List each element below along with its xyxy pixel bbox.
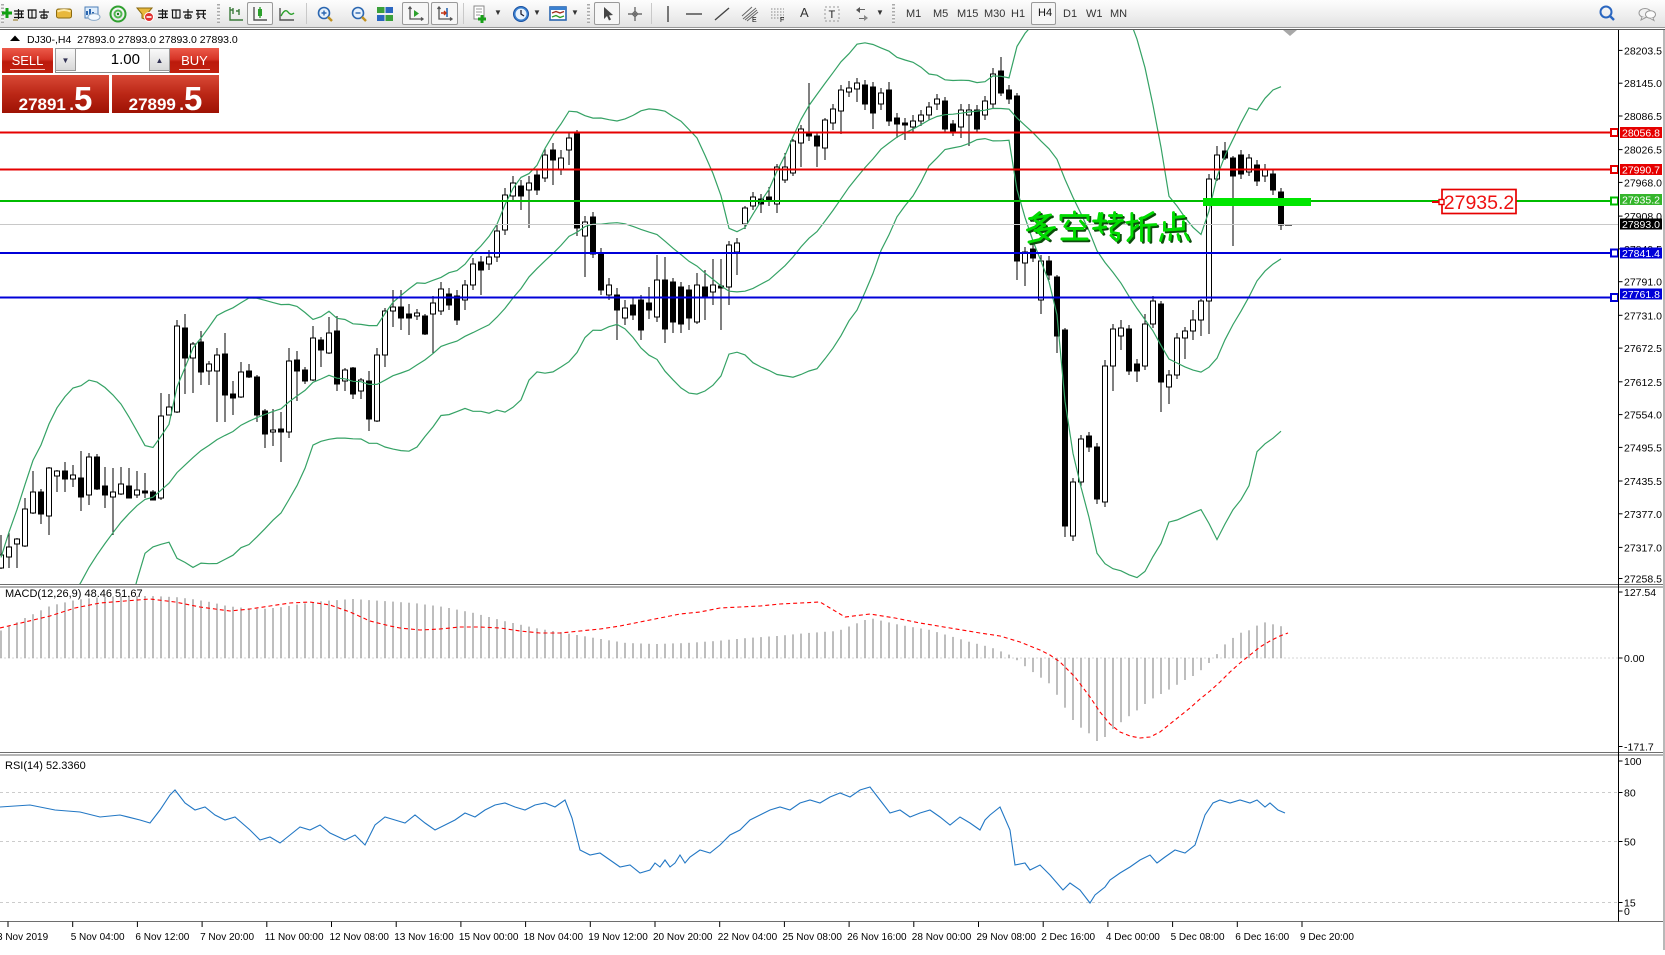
svg-text:27893.0: 27893.0 — [1622, 219, 1660, 231]
svg-text:11 Nov 00:00: 11 Nov 00:00 — [265, 932, 324, 943]
svg-text:80: 80 — [1624, 788, 1636, 800]
svg-text:27990.7: 27990.7 — [1622, 165, 1660, 177]
svg-text:5 Dec 08:00: 5 Dec 08:00 — [1171, 932, 1225, 943]
svg-text:27791.0: 27791.0 — [1624, 277, 1662, 289]
svg-text:18 Nov 04:00: 18 Nov 04:00 — [524, 932, 584, 943]
svg-text:25 Nov 08:00: 25 Nov 08:00 — [782, 932, 842, 943]
svg-text:15 Nov 00:00: 15 Nov 00:00 — [459, 932, 519, 943]
svg-text:27935.2: 27935.2 — [1444, 192, 1515, 214]
svg-text:27554.0: 27554.0 — [1624, 410, 1662, 422]
svg-text:100: 100 — [1624, 756, 1642, 768]
svg-text:F: F — [780, 17, 784, 24]
svg-text:27672.5: 27672.5 — [1624, 343, 1662, 355]
svg-text:2 Dec 16:00: 2 Dec 16:00 — [1041, 932, 1095, 943]
svg-text:27435.5: 27435.5 — [1624, 476, 1662, 488]
svg-text:27761.8: 27761.8 — [1622, 289, 1660, 301]
svg-text:0: 0 — [1624, 906, 1630, 918]
svg-text:T: T — [829, 9, 836, 21]
svg-text:27495.5: 27495.5 — [1624, 442, 1662, 454]
svg-text:6 Dec 16:00: 6 Dec 16:00 — [1235, 932, 1289, 943]
svg-text:9 Dec 20:00: 9 Dec 20:00 — [1300, 932, 1354, 943]
svg-text:50: 50 — [1624, 837, 1636, 849]
svg-text:27317.0: 27317.0 — [1624, 542, 1662, 554]
svg-text:19 Nov 12:00: 19 Nov 12:00 — [588, 932, 648, 943]
svg-text:27935.2: 27935.2 — [1622, 195, 1660, 207]
svg-text:12 Nov 08:00: 12 Nov 08:00 — [330, 932, 390, 943]
svg-text:28086.5: 28086.5 — [1624, 111, 1662, 123]
svg-text:22 Nov 04:00: 22 Nov 04:00 — [718, 932, 778, 943]
svg-text:27731.0: 27731.0 — [1624, 310, 1662, 322]
svg-text:27377.0: 27377.0 — [1624, 509, 1662, 521]
svg-text:7 Nov 20:00: 7 Nov 20:00 — [200, 932, 254, 943]
svg-text:6 Nov 12:00: 6 Nov 12:00 — [135, 932, 189, 943]
svg-text:28026.5: 28026.5 — [1624, 145, 1662, 157]
svg-text:20 Nov 20:00: 20 Nov 20:00 — [653, 932, 713, 943]
svg-text:13 Nov 16:00: 13 Nov 16:00 — [394, 932, 454, 943]
svg-text:MACD(12,26,9) 48.46 51.67: MACD(12,26,9) 48.46 51.67 — [5, 588, 143, 600]
svg-text:28203.5: 28203.5 — [1624, 45, 1662, 57]
svg-text:29 Nov 08:00: 29 Nov 08:00 — [977, 932, 1037, 943]
svg-text:RSI(14) 52.3360: RSI(14) 52.3360 — [5, 760, 86, 772]
svg-text:28145.0: 28145.0 — [1624, 78, 1662, 90]
svg-text:E: E — [752, 17, 757, 24]
svg-text:27841.4: 27841.4 — [1622, 248, 1660, 260]
svg-text:27258.5: 27258.5 — [1624, 574, 1662, 586]
svg-text:4 Dec 00:00: 4 Dec 00:00 — [1106, 932, 1160, 943]
svg-text:127.54: 127.54 — [1624, 587, 1656, 599]
svg-text:15: 15 — [1624, 898, 1636, 910]
svg-text:DJ30-,H4 27893.0 27893.0 2789: DJ30-,H4 27893.0 27893.0 27893.0 27893.0 — [27, 34, 238, 46]
svg-text:3 Nov 2019: 3 Nov 2019 — [0, 932, 49, 943]
svg-text:-171.7: -171.7 — [1624, 742, 1654, 754]
svg-text:26 Nov 16:00: 26 Nov 16:00 — [847, 932, 907, 943]
svg-text:28056.8: 28056.8 — [1622, 128, 1660, 140]
svg-text:0.00: 0.00 — [1624, 653, 1645, 665]
svg-text:27968.0: 27968.0 — [1624, 177, 1662, 189]
svg-text:27612.5: 27612.5 — [1624, 377, 1662, 389]
svg-text:5 Nov 04:00: 5 Nov 04:00 — [71, 932, 125, 943]
svg-text:28 Nov 00:00: 28 Nov 00:00 — [912, 932, 972, 943]
